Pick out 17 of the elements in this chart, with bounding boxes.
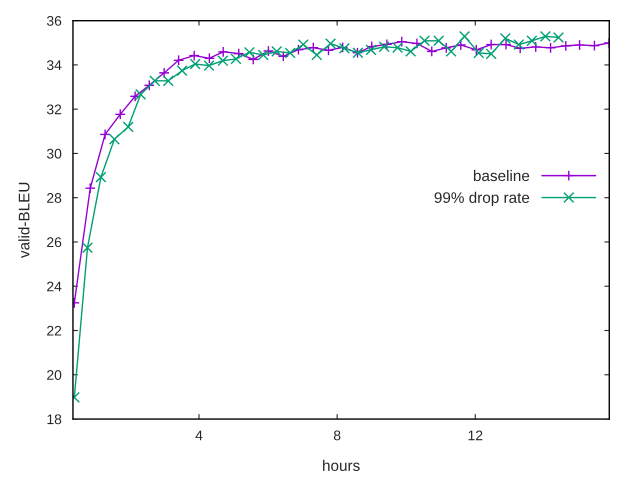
x-tick-label: 12 bbox=[468, 430, 482, 440]
y-tick-label: 36 bbox=[46, 16, 62, 26]
y-tick-label: 26 bbox=[47, 237, 62, 248]
legend-label: baseline bbox=[474, 170, 530, 182]
y-tick-label: 22 bbox=[47, 326, 62, 336]
y-tick-label: 30 bbox=[46, 148, 62, 159]
y-tick-label: 18 bbox=[47, 414, 62, 424]
y-tick-label: 28 bbox=[47, 193, 62, 203]
legend-label: 99% drop rate bbox=[434, 192, 530, 206]
y-tick-label: 20 bbox=[47, 370, 62, 380]
y-axis-title: valid-BLEU bbox=[18, 182, 30, 258]
x-tick-label: 4 bbox=[195, 430, 202, 440]
y-tick-label: 32 bbox=[46, 104, 62, 114]
y-tick-label: 24 bbox=[47, 282, 62, 292]
x-tick-label: 8 bbox=[334, 430, 340, 440]
y-tick-label: 34 bbox=[46, 60, 62, 70]
x-axis-title: hours bbox=[323, 460, 360, 471]
